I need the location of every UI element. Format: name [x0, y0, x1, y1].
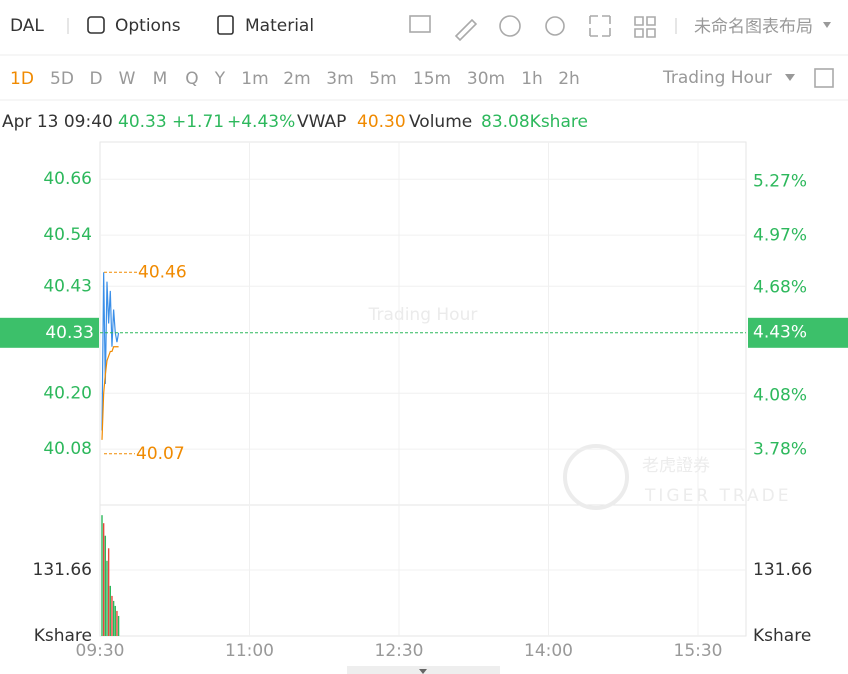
volume-bar	[102, 523, 105, 636]
settings-icon[interactable]	[545, 16, 565, 36]
volume-label: Volume	[409, 112, 472, 132]
volume-bar	[101, 515, 103, 636]
period-tab[interactable]: Y	[214, 69, 226, 89]
last-price-label: 40.33	[45, 323, 94, 343]
material-icon[interactable]	[217, 15, 234, 35]
logo-mark	[563, 444, 629, 510]
volume-bar	[107, 548, 110, 636]
quote-change: +1.71	[172, 112, 224, 132]
period-tab[interactable]: 3m	[326, 69, 353, 89]
x-tick-label: 14:00	[524, 641, 573, 661]
volume-unit: Kshare	[753, 626, 811, 646]
options-button[interactable]: Options	[115, 16, 181, 36]
y-tick-label: 40.66	[43, 169, 92, 189]
quote-change-pct: +4.43%	[227, 112, 295, 132]
material-button[interactable]: Material	[245, 16, 314, 36]
period-tab[interactable]: Q	[185, 69, 198, 89]
low-label: 40.07	[136, 444, 185, 464]
session-select[interactable]: Trading Hour	[662, 68, 772, 88]
volume-bar	[104, 535, 107, 636]
y-tick-label: 40.43	[43, 276, 92, 296]
volume-unit: Kshare	[34, 626, 92, 646]
period-tab[interactable]: D	[89, 69, 102, 89]
price-line	[101, 272, 120, 431]
symbol: DAL	[10, 16, 44, 36]
volume-tick-label: 131.66	[753, 560, 812, 580]
layout-icon[interactable]	[634, 16, 656, 38]
volume-bar	[114, 605, 116, 636]
scroll-arrow[interactable]	[419, 669, 427, 674]
y2-tick-label: 3.78%	[753, 439, 807, 459]
period-tab[interactable]: 15m	[413, 69, 451, 89]
period-tab[interactable]: 2m	[283, 69, 310, 89]
last-price-box	[0, 317, 99, 348]
layout-name[interactable]: 未命名图表布局	[694, 17, 813, 37]
last-pct-box	[748, 317, 848, 348]
y-tick-label: 40.54	[43, 225, 92, 245]
expand-icon[interactable]	[814, 68, 834, 88]
period-tab[interactable]: 5D	[50, 69, 74, 89]
options-icon[interactable]	[87, 16, 105, 34]
period-tab[interactable]: 30m	[467, 69, 505, 89]
quote-time: Apr 13 09:40	[2, 112, 113, 132]
y-tick-label: 40.08	[43, 439, 92, 459]
fullscreen-icon[interactable]	[589, 15, 611, 37]
quote-price: 40.33	[118, 112, 167, 132]
volume-bar	[112, 600, 115, 636]
plot-frame	[99, 141, 747, 637]
period-tab[interactable]: 2h	[558, 69, 580, 89]
vwap-value: 40.30	[357, 112, 406, 132]
logo-cn: 老虎證券	[642, 456, 710, 476]
volume-bar	[106, 560, 108, 636]
reset-icon[interactable]	[499, 15, 521, 37]
volume-bar	[109, 585, 111, 636]
period-tab[interactable]: 1h	[521, 69, 543, 89]
period-tab[interactable]: 5m	[369, 69, 396, 89]
x-tick-label: 12:30	[375, 641, 424, 661]
y2-tick-label: 5.27%	[753, 172, 807, 192]
indicator-icon[interactable]	[409, 15, 431, 33]
vwap-label: VWAP	[297, 112, 346, 132]
y2-tick-label: 4.68%	[753, 278, 807, 298]
volume-tick-label: 131.66	[33, 560, 92, 580]
draw-icon[interactable]	[454, 18, 478, 42]
dropdown-arrow[interactable]	[823, 22, 831, 28]
x-tick-label: 15:30	[674, 641, 723, 661]
y-tick-label: 40.20	[43, 383, 92, 403]
watermark: Trading Hour	[368, 305, 478, 325]
y2-tick-label: 4.97%	[753, 225, 807, 245]
dropdown-arrow[interactable]	[785, 74, 795, 81]
high-label: 40.46	[138, 262, 187, 282]
vwap-line	[101, 346, 119, 440]
logo-en: TIGER TRADE	[644, 486, 792, 506]
period-tab[interactable]: 1D	[10, 69, 34, 89]
period-tab[interactable]: W	[119, 69, 136, 89]
period-tab[interactable]: M	[153, 69, 168, 89]
volume-bar	[111, 595, 113, 636]
volume-bar	[117, 615, 120, 636]
y2-tick-label: 4.08%	[753, 385, 807, 405]
last-pct-label: 4.43%	[753, 322, 807, 342]
x-tick-label: 11:00	[225, 641, 274, 661]
x-tick-label: 09:30	[76, 641, 125, 661]
volume-value: 83.08Kshare	[481, 112, 588, 132]
period-tab[interactable]: 1m	[241, 69, 268, 89]
volume-bar	[116, 610, 118, 636]
